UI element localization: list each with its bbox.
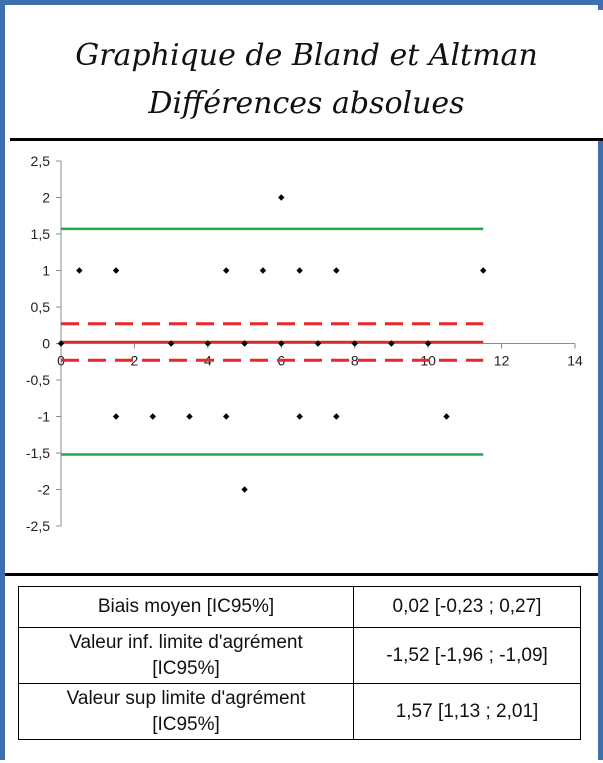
data-point bbox=[333, 413, 340, 420]
data-point bbox=[278, 194, 285, 201]
data-point bbox=[296, 267, 303, 274]
y-tick-label: 1 bbox=[42, 263, 50, 279]
data-point bbox=[223, 413, 230, 420]
data-point bbox=[296, 413, 303, 420]
bias-value: 0,02 [-0,23 ; 0,27] bbox=[353, 586, 581, 628]
data-point bbox=[149, 413, 156, 420]
stats-table: Biais moyen [IC95%] 0,02 [-0,23 ; 0,27] … bbox=[18, 586, 581, 740]
data-point bbox=[186, 413, 193, 420]
chart-title: Graphique de Bland et Altman bbox=[75, 38, 538, 73]
data-point bbox=[167, 340, 175, 347]
data-point bbox=[223, 267, 230, 274]
data-point bbox=[333, 267, 340, 274]
bland-altman-plot: 2,521,510,50-0,5-1-1,5-2-2,502468101214 bbox=[26, 153, 583, 534]
upper-limit-label-line1: Valeur sup limite d'agrément bbox=[66, 687, 306, 709]
lower-limit-label-line1: Valeur inf. limite d'agrément bbox=[69, 631, 303, 653]
data-point bbox=[241, 486, 248, 493]
data-point bbox=[204, 340, 212, 347]
chart-subtitle: Différences absolues bbox=[148, 86, 465, 121]
upper-limit-value: 1,57 [1,13 ; 2,01] bbox=[353, 683, 581, 740]
stats-table-box: Biais moyen [IC95%] 0,02 [-0,23 ; 0,27] … bbox=[5, 573, 598, 763]
chart-area: 2,521,510,50-0,5-1-1,5-2-2,502468101214 bbox=[5, 136, 598, 573]
x-tick-label: 2 bbox=[131, 353, 139, 369]
data-point bbox=[241, 340, 248, 347]
y-tick-label: 2,5 bbox=[31, 153, 51, 169]
y-tick-label: 1,5 bbox=[31, 226, 51, 242]
table-row: Valeur inf. limite d'agrément [IC95%] -1… bbox=[18, 627, 581, 684]
data-point bbox=[388, 340, 395, 347]
table-row: Biais moyen [IC95%] 0,02 [-0,23 ; 0,27] bbox=[18, 586, 581, 628]
upper-limit-label-line2: [IC95%] bbox=[152, 713, 220, 735]
bias-label: Biais moyen [IC95%] bbox=[18, 586, 354, 628]
y-tick-label: 0,5 bbox=[31, 299, 51, 315]
data-point bbox=[112, 413, 120, 420]
x-tick-label: 14 bbox=[567, 353, 583, 369]
y-tick-label: -1 bbox=[38, 409, 51, 425]
y-tick-label: -0,5 bbox=[26, 372, 50, 388]
x-tick-label: 8 bbox=[351, 353, 359, 369]
lower-limit-label-line2: [IC95%] bbox=[152, 657, 220, 679]
data-point bbox=[76, 267, 83, 274]
x-tick-label: 12 bbox=[494, 353, 510, 369]
data-point bbox=[57, 340, 65, 347]
upper-limit-label: Valeur sup limite d'agrément [IC95%] bbox=[18, 683, 354, 740]
data-point bbox=[314, 340, 322, 347]
y-tick-label: -1,5 bbox=[26, 445, 50, 461]
y-tick-label: 0 bbox=[42, 336, 50, 352]
title-box: Graphique de Bland et Altman Différences… bbox=[10, 10, 603, 141]
data-point bbox=[112, 267, 120, 274]
y-tick-label: 2 bbox=[42, 190, 50, 206]
lower-limit-value: -1,52 [-1,96 ; -1,09] bbox=[353, 627, 581, 684]
table-row: Valeur sup limite d'agrément [IC95%] 1,5… bbox=[18, 683, 581, 740]
data-point bbox=[424, 340, 432, 347]
data-point bbox=[278, 340, 285, 347]
data-point bbox=[259, 267, 267, 274]
data-point bbox=[443, 413, 450, 420]
y-tick-label: -2,5 bbox=[26, 518, 50, 534]
lower-limit-label: Valeur inf. limite d'agrément [IC95%] bbox=[18, 627, 354, 684]
data-point bbox=[480, 267, 487, 274]
y-tick-label: -2 bbox=[38, 482, 51, 498]
data-point bbox=[351, 340, 358, 347]
